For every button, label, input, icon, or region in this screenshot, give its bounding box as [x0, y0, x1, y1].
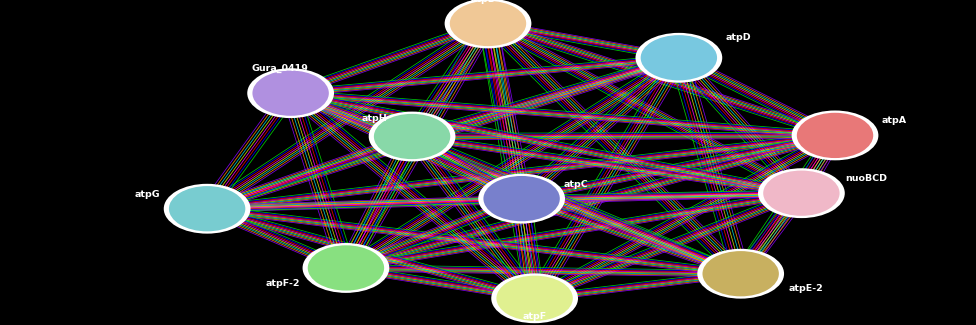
Text: atpC: atpC [563, 180, 589, 189]
Text: atpD: atpD [726, 33, 752, 43]
Ellipse shape [482, 175, 560, 222]
Text: nuoBCD: nuoBCD [845, 174, 887, 183]
Text: atpB-2: atpB-2 [470, 0, 506, 5]
Ellipse shape [369, 111, 456, 162]
Text: atpF-2: atpF-2 [265, 279, 301, 288]
Text: atpE-2: atpE-2 [789, 284, 823, 293]
Ellipse shape [449, 0, 527, 47]
Ellipse shape [478, 174, 565, 224]
Ellipse shape [640, 34, 718, 81]
Ellipse shape [496, 275, 574, 322]
Ellipse shape [635, 33, 722, 83]
Text: atpA: atpA [882, 116, 908, 125]
Ellipse shape [247, 68, 334, 118]
Text: atpG: atpG [135, 190, 160, 199]
Ellipse shape [758, 168, 845, 218]
Ellipse shape [373, 113, 451, 160]
Ellipse shape [164, 184, 251, 234]
Ellipse shape [702, 250, 780, 297]
Ellipse shape [796, 112, 874, 159]
Ellipse shape [252, 70, 330, 117]
Ellipse shape [491, 273, 578, 323]
Text: atpH: atpH [361, 114, 387, 123]
Ellipse shape [303, 243, 389, 293]
Ellipse shape [762, 170, 840, 217]
Ellipse shape [168, 185, 246, 232]
Text: Gura_0419: Gura_0419 [252, 64, 308, 73]
Ellipse shape [697, 249, 784, 299]
Text: atpF: atpF [522, 312, 547, 321]
Ellipse shape [792, 111, 878, 160]
Ellipse shape [445, 0, 531, 48]
Ellipse shape [306, 244, 385, 292]
